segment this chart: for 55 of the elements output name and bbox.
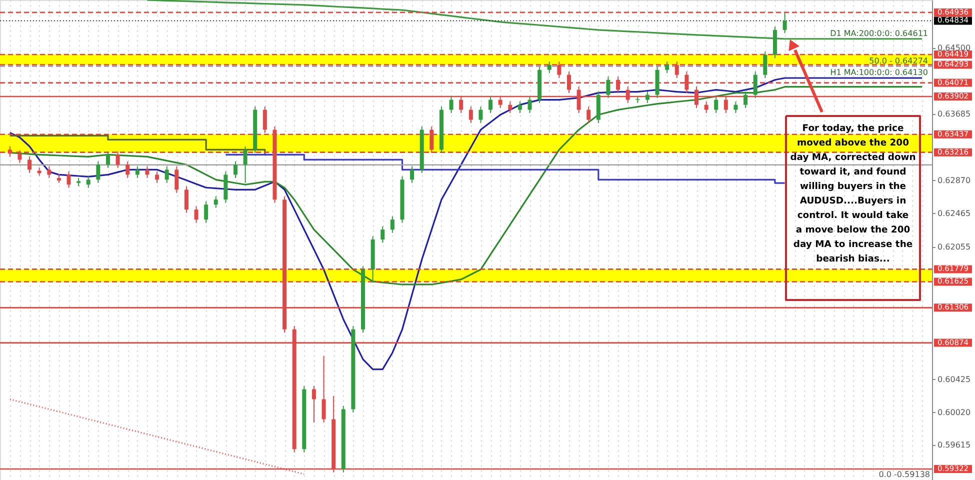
candlestick [478, 106, 483, 124]
candlestick [145, 166, 150, 178]
y-tick-label: 0.62055 [938, 242, 971, 252]
candlestick [243, 146, 248, 184]
annotation: D1 MA:200:0:0: 0.64611 [830, 28, 928, 38]
candlestick [468, 106, 473, 124]
y-tick-label: 0.63685 [938, 110, 971, 119]
candlestick [184, 186, 188, 214]
candlestick [126, 160, 130, 178]
candlestick [164, 166, 169, 184]
candlestick [734, 101, 738, 114]
candlestick [508, 101, 512, 114]
candlestick [47, 166, 52, 178]
y-tick-label: 0.60020 [938, 408, 971, 417]
candlestick [380, 226, 385, 244]
text: For today, the price moved above the 200 day MA, corrected down toward it, and found willing buyers in the AUDUSD....Buyers in control. It would take a move below the 200 day MA to increase the bearish bias... [790, 123, 916, 264]
candlestick [606, 76, 610, 99]
candlestick [518, 101, 522, 114]
candlestick [204, 200, 208, 224]
y-tick-label: 0.59615 [938, 440, 971, 450]
candlestick [194, 206, 198, 224]
annotation: H1 MA:100:0:0: 0.64130 [830, 68, 928, 77]
candlestick [96, 160, 100, 184]
candlestick [763, 51, 768, 79]
candlestick [665, 61, 670, 74]
candlestick [547, 61, 552, 74]
candlestick [174, 166, 179, 194]
candlestick [234, 160, 238, 178]
candlestick [28, 156, 32, 174]
candlestick [66, 170, 71, 188]
candlestick [410, 166, 414, 184]
candlestick [744, 91, 748, 109]
y-tick-label: 0.62870 [938, 176, 971, 185]
candlestick [135, 166, 140, 178]
candlestick [528, 96, 532, 114]
candlestick [645, 91, 650, 104]
candlestick [86, 176, 90, 188]
y-tick-label: 0.60425 [938, 374, 971, 384]
candlestick [312, 385, 316, 423]
candlestick [449, 96, 454, 114]
candlestick [753, 71, 758, 99]
candlestick [714, 96, 718, 114]
candlestick [390, 216, 394, 234]
candlestick [704, 101, 708, 114]
candlestick [214, 196, 218, 208]
candlestick [106, 150, 110, 168]
candlestick [322, 356, 326, 423]
candlestick [155, 170, 160, 184]
y-tick-label: 0.62465 [938, 208, 971, 218]
candlestick [488, 96, 493, 114]
annotation: 50.0 - 0.64274 [869, 56, 928, 66]
annotation: 0.0 -0.59138 [878, 470, 930, 479]
candlestick [782, 12, 787, 34]
candlestick [586, 106, 591, 124]
line-series [9, 398, 305, 475]
